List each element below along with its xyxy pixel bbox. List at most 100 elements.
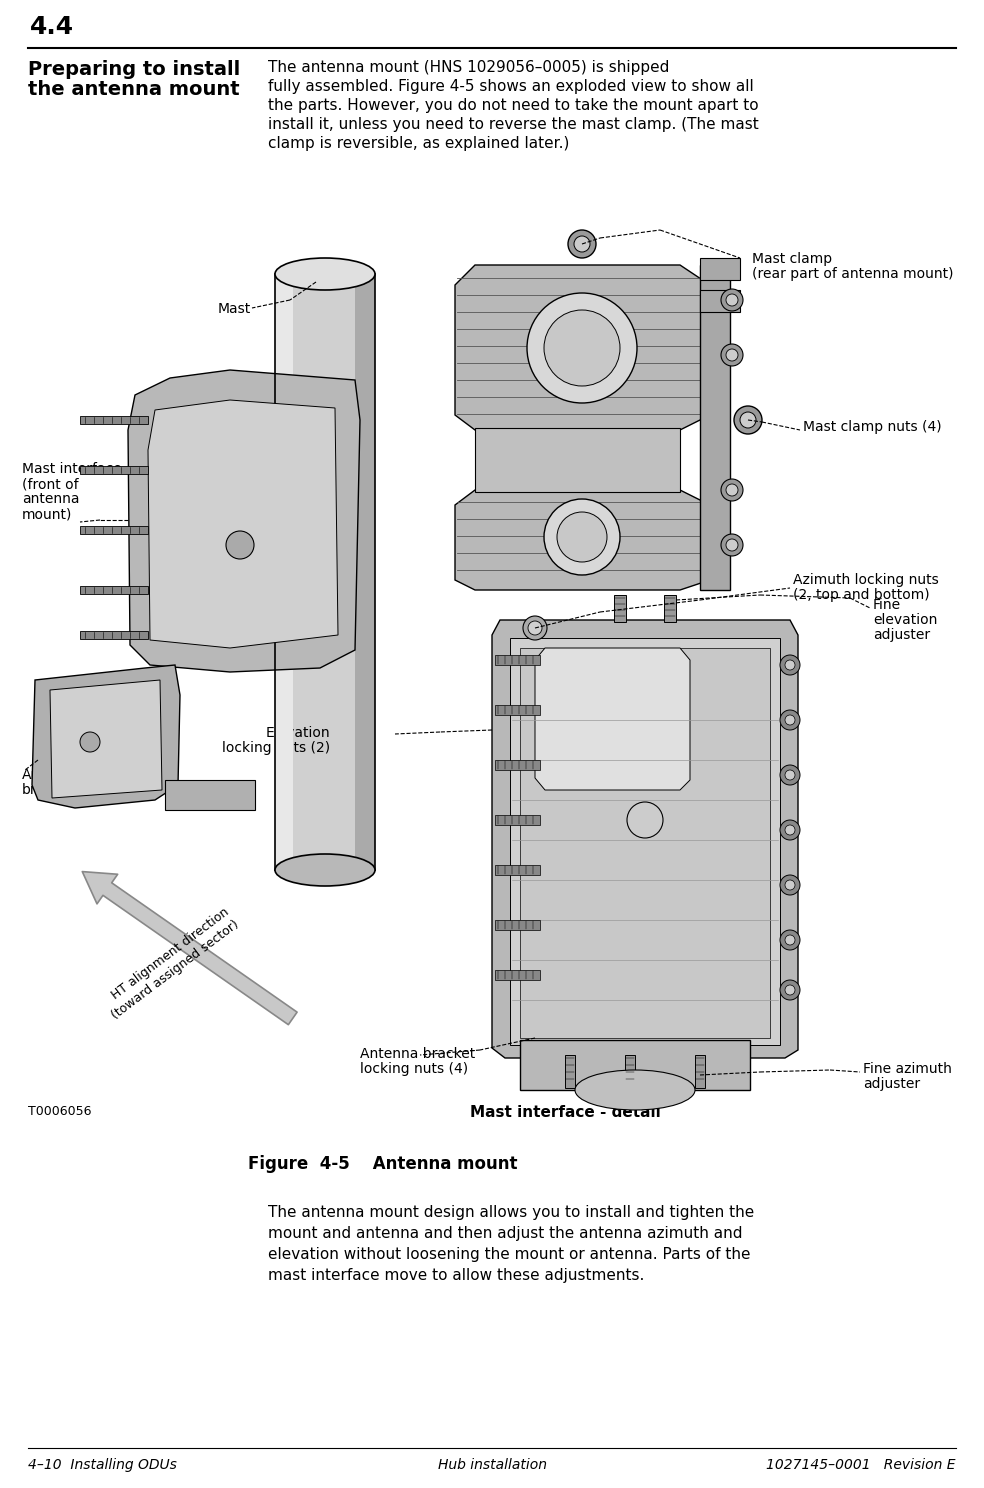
Text: Mast: Mast: [218, 302, 251, 315]
Text: Preparing to install: Preparing to install: [28, 60, 240, 79]
Text: the parts. However, you do not need to take the mount apart to: the parts. However, you do not need to t…: [268, 98, 759, 113]
Ellipse shape: [780, 765, 800, 786]
Bar: [165, 780, 255, 809]
Ellipse shape: [721, 534, 743, 557]
Ellipse shape: [523, 616, 547, 640]
Bar: [495, 705, 540, 716]
Ellipse shape: [575, 1070, 695, 1110]
Text: Fine azimuth: Fine azimuth: [863, 1062, 952, 1076]
Polygon shape: [32, 665, 180, 808]
Text: Azimuth locking nuts: Azimuth locking nuts: [793, 573, 939, 586]
Ellipse shape: [780, 655, 800, 676]
Text: adjuster: adjuster: [873, 628, 930, 641]
Bar: [495, 760, 540, 769]
Bar: [664, 595, 676, 622]
Ellipse shape: [226, 531, 254, 559]
Text: elevation without loosening the mount or antenna. Parts of the: elevation without loosening the mount or…: [268, 1247, 751, 1262]
Polygon shape: [148, 400, 338, 647]
Ellipse shape: [726, 539, 738, 551]
Ellipse shape: [780, 875, 800, 894]
Text: 1027145–0001   Revision E: 1027145–0001 Revision E: [767, 1458, 956, 1472]
Ellipse shape: [785, 879, 795, 890]
Bar: [520, 647, 770, 1039]
Ellipse shape: [734, 406, 762, 434]
Ellipse shape: [574, 237, 590, 251]
Text: HT alignment direction: HT alignment direction: [109, 905, 231, 1001]
Text: Fine: Fine: [873, 598, 901, 612]
Text: Mast interface: Mast interface: [22, 461, 122, 476]
Ellipse shape: [726, 350, 738, 362]
Ellipse shape: [740, 412, 756, 429]
Bar: [695, 1055, 705, 1088]
Text: Figure  4-5    Antenna mount: Figure 4-5 Antenna mount: [248, 1155, 518, 1173]
Ellipse shape: [275, 854, 375, 885]
Text: The antenna mount (HNS 1029056–0005) is shipped: The antenna mount (HNS 1029056–0005) is …: [268, 60, 669, 74]
Bar: [275, 274, 375, 870]
Text: (rear part of antenna mount): (rear part of antenna mount): [752, 266, 953, 281]
Ellipse shape: [780, 981, 800, 1000]
Ellipse shape: [785, 716, 795, 725]
Ellipse shape: [785, 661, 795, 670]
Ellipse shape: [785, 985, 795, 995]
Bar: [700, 265, 730, 591]
Text: The antenna mount design allows you to install and tighten the: The antenna mount design allows you to i…: [268, 1205, 755, 1220]
Ellipse shape: [527, 293, 637, 403]
Bar: [565, 1055, 575, 1088]
Ellipse shape: [780, 710, 800, 731]
Ellipse shape: [785, 934, 795, 945]
Ellipse shape: [528, 620, 542, 635]
Ellipse shape: [557, 512, 607, 562]
Text: antenna: antenna: [22, 493, 80, 506]
Text: Elevation: Elevation: [266, 726, 330, 740]
Bar: [475, 429, 680, 493]
Text: install it, unless you need to reverse the mast clamp. (The mast: install it, unless you need to reverse t…: [268, 118, 759, 132]
Ellipse shape: [721, 289, 743, 311]
Text: (front of: (front of: [22, 478, 79, 491]
Ellipse shape: [275, 257, 375, 290]
Bar: [495, 815, 540, 824]
Polygon shape: [455, 265, 710, 430]
Text: (2, top and bottom): (2, top and bottom): [793, 588, 930, 603]
Ellipse shape: [726, 484, 738, 496]
Bar: [495, 970, 540, 981]
Polygon shape: [535, 647, 690, 790]
Bar: [80, 417, 148, 424]
Text: 4–10  Installing ODUs: 4–10 Installing ODUs: [28, 1458, 177, 1472]
Text: Mast clamp nuts (4): Mast clamp nuts (4): [803, 420, 942, 434]
Text: Mast clamp: Mast clamp: [752, 251, 832, 266]
Ellipse shape: [785, 769, 795, 780]
Text: T0006056: T0006056: [28, 1106, 92, 1117]
Text: mount and antenna and then adjust the antenna azimuth and: mount and antenna and then adjust the an…: [268, 1226, 743, 1241]
Bar: [80, 525, 148, 534]
Ellipse shape: [544, 310, 620, 385]
Polygon shape: [128, 371, 360, 673]
Bar: [520, 1040, 750, 1091]
Text: Hub installation: Hub installation: [438, 1458, 546, 1472]
Bar: [614, 595, 626, 622]
Ellipse shape: [726, 295, 738, 307]
Bar: [625, 1055, 635, 1088]
Text: Mast interface - detail: Mast interface - detail: [470, 1106, 660, 1120]
Text: fully assembled. Figure 4-5 shows an exploded view to show all: fully assembled. Figure 4-5 shows an exp…: [268, 79, 754, 94]
Ellipse shape: [780, 930, 800, 949]
Text: the antenna mount: the antenna mount: [28, 80, 240, 100]
Text: Antenna bracket: Antenna bracket: [360, 1048, 475, 1061]
Bar: [495, 920, 540, 930]
Ellipse shape: [721, 344, 743, 366]
Bar: [80, 631, 148, 638]
Ellipse shape: [627, 802, 663, 838]
Text: Antenna: Antenna: [22, 768, 81, 783]
Text: adjuster: adjuster: [863, 1077, 920, 1091]
Text: (toward assigned sector): (toward assigned sector): [109, 918, 241, 1022]
Polygon shape: [455, 490, 710, 591]
Polygon shape: [492, 620, 798, 1058]
Ellipse shape: [721, 479, 743, 501]
Ellipse shape: [80, 732, 100, 751]
Ellipse shape: [544, 498, 620, 574]
Bar: [700, 290, 740, 312]
Text: mast interface move to allow these adjustments.: mast interface move to allow these adjus…: [268, 1268, 645, 1283]
Ellipse shape: [780, 820, 800, 841]
Text: mount): mount): [22, 507, 73, 521]
Bar: [700, 257, 740, 280]
Bar: [495, 865, 540, 875]
